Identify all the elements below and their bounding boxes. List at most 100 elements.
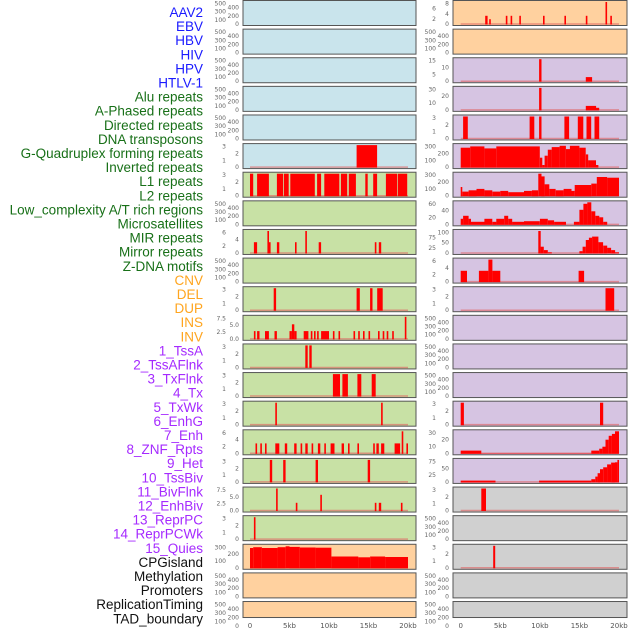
track-panel: 0 1 2 3	[222, 171, 417, 200]
panel-background	[242, 28, 417, 55]
y-tick-label: 300	[215, 66, 227, 73]
data-bar	[599, 217, 604, 225]
y-tick-label: 0	[235, 623, 239, 630]
y-tick-label: 2	[445, 408, 449, 415]
y-tick-label: 0	[235, 364, 239, 371]
data-bar	[373, 443, 375, 454]
data-bar	[496, 146, 540, 168]
data-bar	[539, 116, 542, 139]
y-tick-label: 0	[445, 565, 449, 572]
data-bar	[290, 173, 315, 197]
track-panel: 0 1 2 3	[222, 515, 417, 543]
data-bar	[332, 331, 335, 340]
data-bar	[331, 556, 359, 569]
data-bar	[591, 479, 596, 483]
y-tick-label: 400	[228, 5, 240, 12]
data-bar	[294, 443, 297, 454]
y-tick-label: 2	[235, 294, 239, 301]
data-bar	[365, 173, 368, 197]
y-tick-label: 100	[215, 46, 227, 53]
track-label: 13_ReprPC	[132, 513, 203, 528]
data-bar	[253, 517, 256, 540]
y-tick-label: 3	[432, 487, 436, 494]
track-label: Promoters	[141, 583, 204, 598]
data-bar	[508, 192, 524, 197]
data-bar	[563, 188, 572, 197]
data-bar	[318, 242, 322, 254]
data-bar	[587, 202, 592, 225]
y-tick-label: 2	[222, 243, 226, 250]
track-panel: 0 1 2 3	[222, 286, 417, 314]
y-tick-label: 3	[222, 287, 226, 294]
y-tick-label: 4	[235, 236, 239, 243]
data-bar	[377, 288, 383, 311]
data-bar	[358, 557, 370, 569]
panel-background	[242, 0, 417, 26]
track-panel: 0 10 20 30	[428, 429, 628, 457]
data-bar	[505, 15, 508, 25]
data-bar	[531, 190, 539, 197]
data-bar	[544, 155, 548, 168]
panel-background	[242, 457, 417, 484]
y-tick-label: 0	[445, 336, 449, 343]
y-tick-label: 3	[222, 172, 226, 179]
y-tick-label: 400	[228, 577, 240, 584]
panel-background	[242, 400, 417, 427]
y-tick-label: 300	[425, 324, 437, 331]
y-tick-label: 3	[222, 144, 226, 151]
track-label: 1_TssA	[159, 343, 203, 358]
data-bar	[605, 288, 615, 311]
data-bar	[382, 331, 385, 340]
y-tick-label: 3	[222, 373, 226, 380]
y-tick-label: 20	[441, 437, 449, 444]
y-tick-label: 300	[215, 209, 227, 216]
data-bar	[585, 15, 588, 25]
data-bar	[357, 374, 362, 397]
y-tick-label: 500	[215, 573, 227, 580]
track-panel: 0.02.55.07.5	[216, 314, 417, 343]
data-bar	[539, 157, 543, 168]
data-bar	[470, 146, 485, 168]
y-tick-label: 0	[445, 221, 449, 228]
data-bar	[539, 480, 592, 483]
y-tick-label: 200	[228, 41, 240, 48]
data-bar	[602, 446, 606, 454]
track-panel: 0 1 2 3	[432, 486, 628, 515]
y-tick-label: 3	[222, 344, 226, 351]
track-label: AAV2	[169, 5, 203, 20]
y-tick-label: 0	[445, 623, 449, 630]
y-tick-label: 300	[215, 95, 227, 102]
data-bar	[596, 107, 600, 111]
panel-background	[452, 543, 628, 570]
data-bar	[257, 173, 269, 197]
panel-background	[242, 572, 417, 599]
y-tick-label: 0	[235, 393, 239, 400]
data-bar	[320, 494, 322, 512]
y-tick-label: 1	[222, 186, 226, 193]
y-tick-label: 7.5	[216, 315, 226, 322]
y-tick-label: 200	[438, 150, 450, 157]
data-bar	[579, 209, 584, 225]
data-bar	[595, 476, 598, 483]
y-tick-label: 0.0	[229, 336, 239, 343]
y-tick-label: 200	[438, 528, 450, 535]
data-bar	[588, 237, 593, 254]
y-tick-label: 0.0	[229, 508, 239, 515]
data-bar	[460, 147, 471, 168]
y-tick-label: 0	[445, 364, 449, 371]
y-tick-label: 500	[425, 602, 437, 609]
y-tick-label: 500	[215, 115, 227, 122]
data-bar	[314, 331, 316, 340]
track-panel: 0 10 20 30	[428, 85, 628, 114]
data-bar	[404, 316, 407, 340]
y-tick-label: 400	[228, 606, 240, 613]
y-tick-label: 100	[215, 131, 227, 138]
y-tick-label: 2	[432, 16, 436, 23]
data-bar	[371, 374, 376, 397]
data-bar	[257, 331, 260, 340]
data-bar	[340, 173, 348, 197]
y-tick-label: 300	[425, 352, 437, 359]
y-tick-label: 100	[425, 532, 437, 539]
